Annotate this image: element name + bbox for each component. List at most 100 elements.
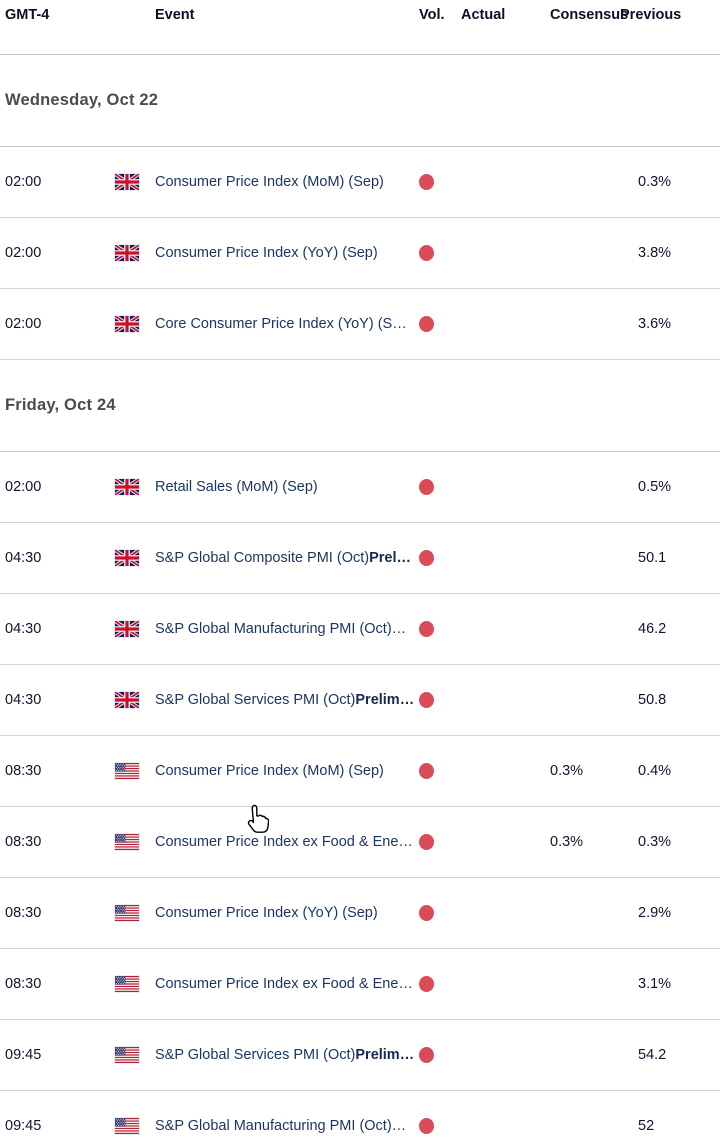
- event-name: Consumer Price Index (MoM) (Sep): [155, 763, 384, 779]
- volatility-cell: [419, 692, 461, 708]
- country-flag: [110, 692, 150, 708]
- col-header-actual: Actual: [461, 7, 506, 23]
- col-header-previous: Previous: [620, 7, 682, 23]
- country-flag: [110, 245, 150, 261]
- uk-flag-icon: [115, 174, 139, 190]
- red-dot-icon: [419, 834, 434, 850]
- event-link[interactable]: Consumer Price Index (YoY) (Sep): [150, 245, 378, 261]
- us-flag-icon: [115, 905, 139, 921]
- event-row: 08:30 Consumer Price Index (YoY) (Sep): [0, 878, 720, 949]
- event-row: 04:30 S&P Global Services PMI (Oct)Preli…: [0, 665, 720, 736]
- event-time: 02:00: [5, 316, 42, 332]
- red-dot-icon: [419, 621, 434, 637]
- us-flag-icon: [115, 1047, 139, 1063]
- event-name: Consumer Price Index (YoY) (Sep): [155, 245, 378, 261]
- event-link[interactable]: S&P Global Services PMI (Oct)Prelim…: [150, 692, 414, 708]
- event-link[interactable]: Consumer Price Index ex Food & Ene…: [150, 834, 413, 850]
- red-dot-icon: [419, 1047, 434, 1063]
- event-name: S&P Global Services PMI (Oct): [155, 1047, 356, 1063]
- volatility-cell: [419, 316, 461, 332]
- event-row: 02:00 Core Consumer Price Index (YoY) (S…: [0, 289, 720, 360]
- event-link[interactable]: Core Consumer Price Index (YoY) (S…: [150, 316, 407, 332]
- us-flag-icon: [115, 763, 139, 779]
- event-name-bold: Prelim…: [355, 692, 415, 708]
- event-link[interactable]: S&P Global Services PMI (Oct)Prelim…: [150, 1047, 414, 1063]
- event-link[interactable]: Consumer Price Index (YoY) (Sep): [150, 905, 378, 921]
- uk-flag-icon: [115, 621, 139, 637]
- previous-value: 0.3%: [638, 174, 672, 190]
- col-header-event: Event: [155, 7, 195, 23]
- us-flag-icon: [115, 976, 139, 992]
- consensus-value: 0.3%: [550, 763, 584, 779]
- country-flag: [110, 621, 150, 637]
- volatility-cell: [419, 834, 461, 850]
- event-time: 08:30: [5, 763, 42, 779]
- previous-value: 52: [638, 1118, 655, 1134]
- event-link[interactable]: Consumer Price Index ex Food & Ene…: [150, 976, 413, 992]
- uk-flag-icon: [115, 692, 139, 708]
- event-name: Consumer Price Index ex Food & Ene…: [155, 834, 413, 850]
- col-header-consensus: Consensus: [550, 7, 629, 23]
- country-flag: [110, 905, 150, 921]
- uk-flag-icon: [115, 550, 139, 566]
- previous-value: 0.4%: [638, 763, 672, 779]
- red-dot-icon: [419, 905, 434, 921]
- country-flag: [110, 763, 150, 779]
- table-header: GMT-4 Event Vol. Actual Consensus Previo…: [0, 0, 720, 55]
- previous-value: 0.3%: [638, 834, 672, 850]
- event-name: Retail Sales (MoM) (Sep): [155, 479, 318, 495]
- country-flag: [110, 1047, 150, 1063]
- event-row: 08:30 Consumer Price Index ex Food & Ene…: [0, 807, 720, 878]
- event-link[interactable]: Retail Sales (MoM) (Sep): [150, 479, 318, 495]
- event-time: 09:45: [5, 1118, 42, 1134]
- volatility-cell: [419, 479, 461, 495]
- consensus-value: 0.3%: [550, 834, 584, 850]
- event-name: S&P Global Manufacturing PMI (Oct)…: [155, 1118, 407, 1134]
- event-time: 09:45: [5, 1047, 42, 1063]
- previous-value: 50.1: [638, 550, 667, 566]
- uk-flag-icon: [115, 316, 139, 332]
- event-name: S&P Global Manufacturing PMI (Oct)…: [155, 621, 407, 637]
- previous-value: 3.1%: [638, 976, 672, 992]
- volatility-cell: [419, 763, 461, 779]
- event-link[interactable]: S&P Global Manufacturing PMI (Oct)…: [150, 1118, 406, 1134]
- country-flag: [110, 834, 150, 850]
- event-time: 02:00: [5, 174, 42, 190]
- event-name: Consumer Price Index ex Food & Ene…: [155, 976, 413, 992]
- col-header-gmt: GMT-4: [5, 7, 50, 23]
- us-flag-icon: [115, 834, 139, 850]
- uk-flag-icon: [115, 245, 139, 261]
- event-row: 09:45 S&P Global Manufacturing PMI (Oct)…: [0, 1091, 720, 1147]
- event-time: 04:30: [5, 692, 42, 708]
- uk-flag-icon: [115, 479, 139, 495]
- volatility-cell: [419, 905, 461, 921]
- country-flag: [110, 1118, 150, 1134]
- red-dot-icon: [419, 316, 434, 332]
- red-dot-icon: [419, 550, 434, 566]
- volatility-cell: [419, 1047, 461, 1063]
- event-link[interactable]: Consumer Price Index (MoM) (Sep): [150, 174, 384, 190]
- event-name: Consumer Price Index (YoY) (Sep): [155, 905, 378, 921]
- event-time: 04:30: [5, 550, 42, 566]
- red-dot-icon: [419, 976, 434, 992]
- section-title: Friday, Oct 24: [5, 396, 116, 414]
- volatility-cell: [419, 1118, 461, 1134]
- red-dot-icon: [419, 692, 434, 708]
- previous-value: 0.5%: [638, 479, 672, 495]
- event-row: 04:30 S&P Global Composite PMI (Oct)Prel…: [0, 523, 720, 594]
- event-name: Consumer Price Index (MoM) (Sep): [155, 174, 384, 190]
- event-link[interactable]: S&P Global Manufacturing PMI (Oct)…: [150, 621, 406, 637]
- calendar-body: Wednesday, Oct 22 02:00 Consumer Price I…: [0, 55, 720, 1147]
- event-link[interactable]: Consumer Price Index (MoM) (Sep): [150, 763, 384, 779]
- volatility-cell: [419, 976, 461, 992]
- date-section-header: Wednesday, Oct 22: [0, 55, 720, 147]
- country-flag: [110, 174, 150, 190]
- previous-value: 3.8%: [638, 245, 672, 261]
- volatility-cell: [419, 550, 461, 566]
- section-title: Wednesday, Oct 22: [5, 91, 159, 109]
- event-time: 02:00: [5, 479, 42, 495]
- event-link[interactable]: S&P Global Composite PMI (Oct)Prel…: [150, 550, 411, 566]
- volatility-cell: [419, 174, 461, 190]
- previous-value: 3.6%: [638, 316, 672, 332]
- previous-value: 54.2: [638, 1047, 667, 1063]
